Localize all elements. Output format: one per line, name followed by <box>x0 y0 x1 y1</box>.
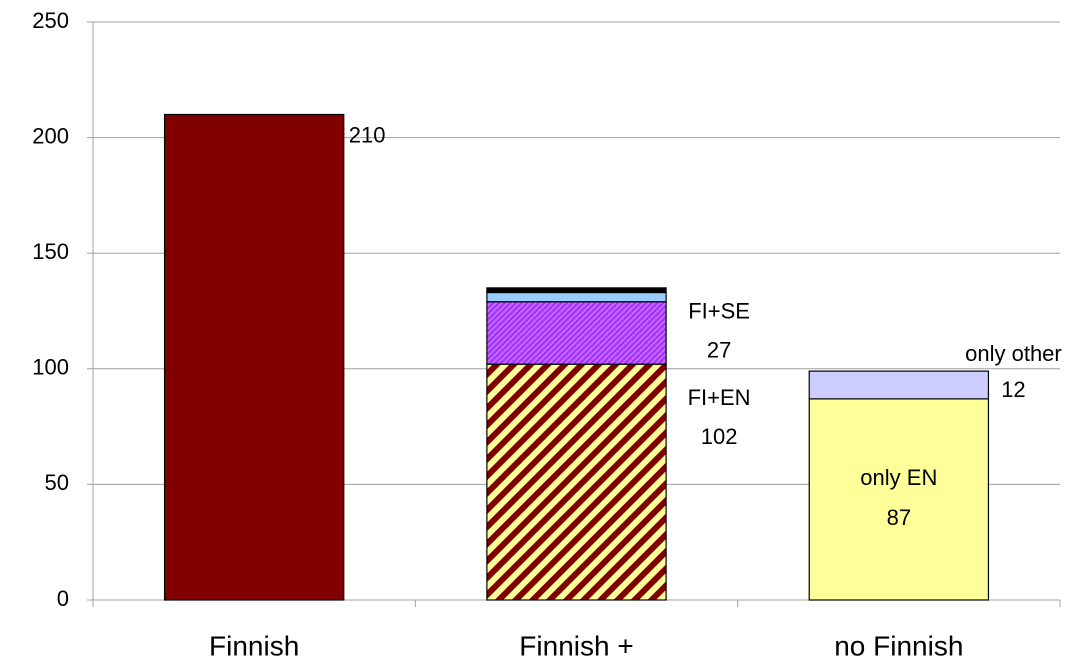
y-tick-label: 200 <box>32 123 69 148</box>
y-tick-label: 0 <box>57 586 69 611</box>
segment-name: only other <box>965 341 1062 366</box>
y-tick-label: 100 <box>32 355 69 380</box>
bar-segment <box>486 363 667 601</box>
y-tick-label: 50 <box>45 470 69 495</box>
bar-segment <box>486 301 667 365</box>
bar-segment <box>808 370 990 400</box>
bar-segment <box>486 291 667 303</box>
segment-name: only EN <box>860 465 937 490</box>
bar-segment <box>163 113 345 601</box>
data-label: 210 <box>349 122 386 147</box>
data-label: 12 <box>1001 377 1025 402</box>
bar-segment <box>486 287 667 294</box>
bar-segment <box>808 398 990 601</box>
y-tick-label: 150 <box>32 239 69 264</box>
x-tick-label: no Finnish <box>834 630 963 661</box>
y-tick-label: 250 <box>32 8 69 33</box>
segment-name: FI+EN <box>688 385 751 410</box>
data-label: 27 <box>707 338 731 363</box>
x-tick-label: Finnish + <box>519 630 633 661</box>
x-tick-label: Finnish <box>209 630 299 661</box>
data-label: 87 <box>887 505 911 530</box>
data-label: 102 <box>701 424 738 449</box>
segment-name: FI+SE <box>688 299 750 324</box>
